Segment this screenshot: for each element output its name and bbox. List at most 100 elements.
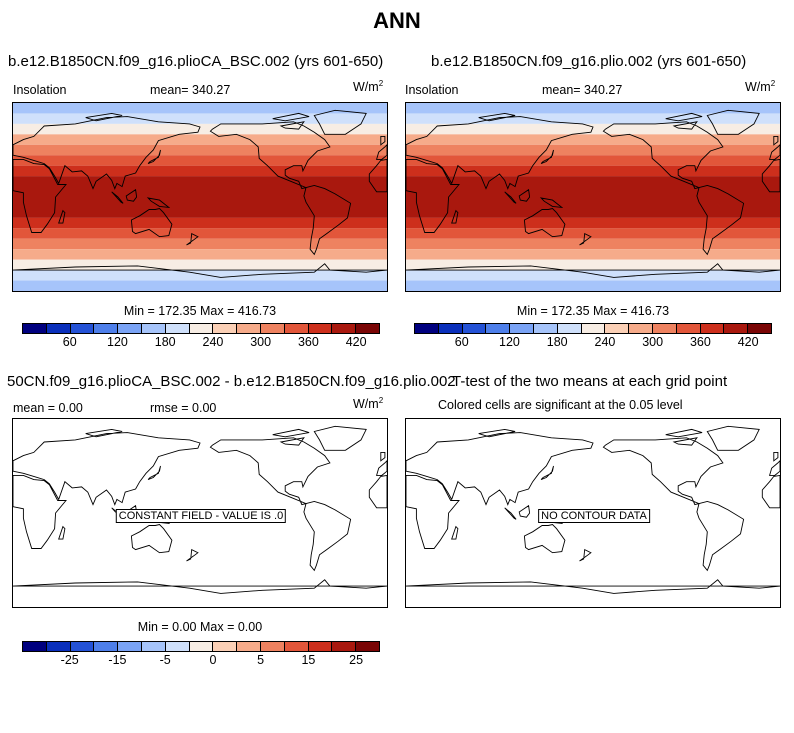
colorbar-swatch bbox=[581, 324, 606, 333]
latitude-band bbox=[406, 249, 780, 260]
latitude-band bbox=[406, 228, 780, 239]
latitude-band bbox=[406, 238, 780, 250]
latitude-band bbox=[406, 123, 780, 135]
latitude-band bbox=[13, 165, 387, 177]
figure-title: ANN bbox=[373, 8, 421, 33]
panel1-colorbar-ticks: 60 120 180 240 300 360 420 bbox=[22, 335, 380, 351]
colorbar-swatch bbox=[700, 324, 725, 333]
colorbar-swatch bbox=[676, 324, 701, 333]
colorbar-swatch bbox=[260, 324, 285, 333]
colorbar-swatch bbox=[46, 642, 71, 651]
colorbar-swatch bbox=[46, 324, 71, 333]
panel3-map: CONSTANT FIELD - VALUE IS .0 bbox=[12, 418, 388, 608]
colorbar-tick-label: -5 bbox=[159, 653, 171, 667]
panel4-subtitle: Colored cells are significant at the 0.0… bbox=[438, 398, 683, 412]
colorbar-swatch bbox=[332, 642, 357, 651]
colorbar-tick-label: 5 bbox=[257, 653, 265, 667]
colorbar-swatch bbox=[189, 642, 214, 651]
colorbar-tick-label: 60 bbox=[62, 335, 77, 349]
panel2-minmax: Min = 172.35 Max = 416.73 bbox=[516, 304, 670, 318]
colorbar-tick-label: 300 bbox=[250, 335, 272, 349]
latitude-band bbox=[13, 144, 387, 156]
coastline bbox=[406, 425, 780, 594]
latitude-band bbox=[13, 123, 387, 135]
latitude-band bbox=[406, 155, 780, 166]
colorbar-swatch bbox=[652, 324, 677, 333]
panel2-variable-label: Insolation bbox=[405, 83, 459, 97]
latitude-band bbox=[13, 280, 387, 291]
panel3-mean: mean = 0.00 bbox=[13, 401, 83, 415]
colorbar-swatch bbox=[462, 324, 487, 333]
panel4-map: NO CONTOUR DATA bbox=[405, 418, 781, 608]
colorbar-tick-label: 120 bbox=[499, 335, 520, 349]
panel4-title: T-test of the two means at each grid poi… bbox=[452, 373, 728, 390]
latitude-band bbox=[406, 259, 780, 271]
panel2-colorbar bbox=[414, 323, 772, 334]
colorbar-tick-label: 300 bbox=[642, 335, 664, 349]
colorbar-swatch bbox=[284, 324, 309, 333]
panel4-no-contour-label: NO CONTOUR DATA bbox=[538, 509, 650, 523]
latitude-band bbox=[406, 176, 780, 218]
latitude-band bbox=[13, 113, 387, 124]
panel1-units: W/m2 bbox=[353, 79, 384, 95]
panel2-map bbox=[405, 102, 781, 292]
panel3-units: W/m2 bbox=[353, 396, 384, 412]
colorbar-tick-label: 360 bbox=[297, 335, 319, 349]
colorbar-tick-label: -15 bbox=[108, 653, 127, 667]
panel3-minmax: Min = 0.00 Max = 0.00 bbox=[137, 620, 263, 634]
panel2-colorbar-ticks: 60 120 180 240 300 360 420 bbox=[414, 335, 772, 351]
panel3-colorbar bbox=[22, 641, 380, 652]
panel2-mean: mean= 340.27 bbox=[542, 83, 623, 97]
colorbar-swatch bbox=[118, 642, 142, 651]
coastline bbox=[406, 109, 780, 278]
colorbar-swatch bbox=[260, 642, 285, 651]
colorbar-swatch bbox=[141, 324, 166, 333]
colorbar-tick-label: 60 bbox=[454, 335, 469, 349]
panel1-title: b.e12.B1850CN.f09_g16.plioCA_BSC.002 (yr… bbox=[8, 53, 384, 70]
colorbar-swatch bbox=[94, 642, 119, 651]
colorbar-tick-label: 15 bbox=[301, 653, 316, 667]
latitude-band bbox=[13, 259, 387, 271]
colorbar-tick-label: 25 bbox=[349, 653, 364, 667]
colorbar-swatch bbox=[724, 324, 749, 333]
colorbar-swatch bbox=[533, 324, 558, 333]
latitude-band bbox=[13, 134, 387, 145]
colorbar-swatch bbox=[557, 324, 582, 333]
colorbar-tick-label: 120 bbox=[107, 335, 128, 349]
colorbar-swatch bbox=[213, 324, 238, 333]
panel1-mean: mean= 340.27 bbox=[150, 83, 231, 97]
colorbar-swatch bbox=[308, 324, 333, 333]
latitude-band bbox=[13, 238, 387, 250]
latitude-band bbox=[406, 144, 780, 156]
colorbar-swatch bbox=[308, 642, 333, 651]
latitude-band bbox=[406, 103, 780, 114]
colorbar-tick-label: 420 bbox=[345, 335, 367, 349]
panel1-variable-label: Insolation bbox=[13, 83, 67, 97]
colorbar-swatch bbox=[629, 324, 653, 333]
colorbar-swatch bbox=[356, 324, 379, 333]
colorbar-swatch bbox=[748, 324, 771, 333]
panel4-coastlines bbox=[406, 425, 780, 594]
colorbar-swatch bbox=[605, 324, 630, 333]
colorbar-swatch bbox=[165, 324, 190, 333]
colorbar-swatch bbox=[237, 642, 261, 651]
latitude-band bbox=[406, 134, 780, 145]
colorbar-swatch bbox=[189, 324, 214, 333]
colorbar-swatch bbox=[165, 642, 190, 651]
latitude-band bbox=[406, 280, 780, 291]
latitude-band bbox=[13, 103, 387, 114]
colorbar-tick-label: 420 bbox=[737, 335, 759, 349]
panel1-map bbox=[12, 102, 388, 292]
colorbar-swatch bbox=[141, 642, 166, 651]
latitude-band bbox=[406, 165, 780, 177]
colorbar-swatch bbox=[356, 642, 379, 651]
panel1-minmax: Min = 172.35 Max = 416.73 bbox=[123, 304, 277, 318]
panel1-insolation-field bbox=[13, 103, 387, 291]
colorbar-tick-label: 180 bbox=[154, 335, 176, 349]
latitude-band bbox=[13, 228, 387, 239]
colorbar-swatch bbox=[332, 324, 357, 333]
panel2-insolation-field bbox=[406, 103, 780, 291]
colorbar-swatch bbox=[118, 324, 142, 333]
panel2-title: b.e12.B1850CN.f09_g16.plio.002 (yrs 601-… bbox=[431, 53, 747, 70]
latitude-band bbox=[13, 249, 387, 260]
